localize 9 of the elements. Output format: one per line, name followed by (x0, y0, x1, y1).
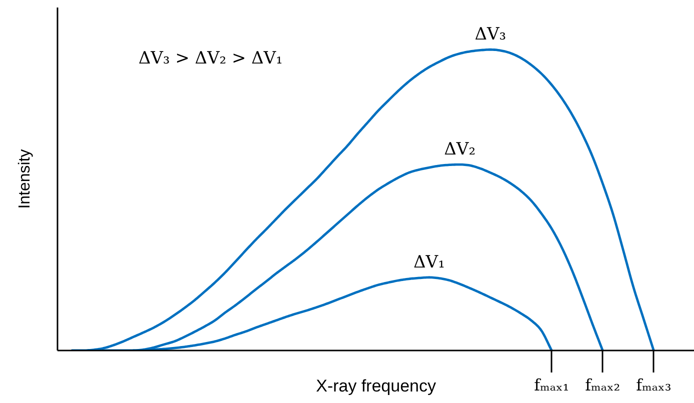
annotation: ΔV₃ > ΔV₂ > ΔV₁ (138, 48, 283, 68)
series-label: ΔV₁ (414, 252, 445, 272)
series-label: ΔV₂ (444, 140, 476, 160)
y-axis-title: Intensity (16, 149, 34, 209)
x-tick-label: fₘₐₓ₃ (636, 376, 672, 394)
series-label: ΔV₃ (474, 24, 506, 45)
x-tick-label: fₘₐₓ₂ (585, 376, 620, 394)
x-axis-title: X-ray frequency (316, 376, 436, 396)
x-tick-label: fₘₐₓ₁ (534, 376, 570, 394)
